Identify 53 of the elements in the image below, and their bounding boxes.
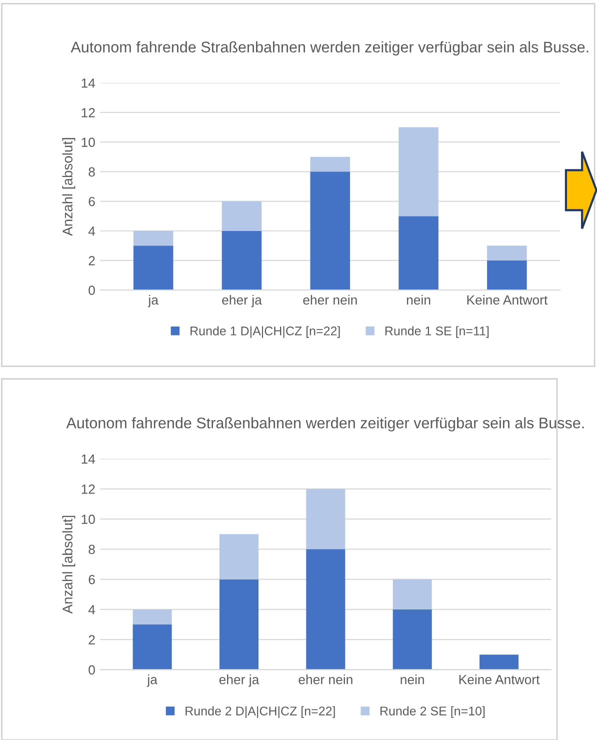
x-tick-label: nein [400, 674, 424, 684]
bar [222, 201, 262, 231]
y-axis-title: Anzahl [absolut] [62, 138, 76, 236]
x-tick-label: nein [406, 294, 430, 305]
y-tick-label: 8 [88, 167, 95, 177]
y-tick-label: 12 [82, 484, 95, 494]
x-tick-label: Keine Antwort [459, 674, 540, 684]
bar [306, 549, 346, 670]
y-tick-label: 6 [88, 574, 95, 584]
y-tick-label: 12 [82, 108, 95, 118]
y-tick-label: 2 [88, 256, 95, 266]
legend-label: Runde 1 D|A|CH|CZ [n=22] [190, 326, 340, 338]
chart-title: Autonom fahrende Straßenbahnen werden zeitiger verfügbar sein als Busse. [66, 417, 584, 432]
bar [480, 654, 519, 670]
bar [132, 624, 172, 670]
bar [306, 488, 346, 550]
bar [310, 172, 350, 290]
y-tick-label: 10 [82, 514, 95, 524]
bar [133, 230, 174, 246]
x-tick-label: ja [148, 294, 158, 308]
x-tick-label: eher nein [298, 674, 352, 684]
y-tick-label: 2 [88, 635, 95, 644]
x-tick-label: ja [146, 674, 158, 687]
bar [487, 260, 527, 290]
y-tick-label: 4 [88, 226, 96, 236]
x-tick-label: Keine Antwort [467, 294, 548, 305]
bar [219, 534, 258, 580]
bar [133, 246, 174, 290]
chart-title: Autonom fahrende Straßenbahnen werden zeitiger verfügbar sein als Busse. [70, 41, 588, 56]
y-tick-label: 8 [88, 544, 95, 554]
legend-label: Runde 1 SE [n=11] [385, 326, 489, 338]
y-tick-label: 0 [88, 286, 95, 295]
y-tick-label: 14 [82, 78, 96, 88]
bar [219, 579, 258, 670]
bar [487, 246, 527, 260]
bar [398, 127, 438, 216]
bar [392, 579, 432, 610]
y-tick-label: 6 [88, 196, 95, 206]
bar [222, 230, 262, 290]
y-axis-title: Anzahl [absolut] [62, 516, 76, 614]
legend-label: Runde 2 SE [n=10] [380, 706, 485, 718]
x-tick-label: eher ja [222, 294, 262, 308]
x-tick-label: eher nein [303, 294, 357, 305]
y-tick-label: 4 [88, 605, 96, 614]
y-tick-label: 14 [82, 454, 96, 464]
y-tick-label: 0 [88, 665, 95, 675]
y-tick-label: 10 [82, 138, 95, 147]
bar [310, 156, 350, 172]
legend-label: Runde 2 D|A|CH|CZ [n=22] [186, 706, 335, 718]
x-tick-label: eher ja [219, 674, 260, 687]
bar [398, 216, 438, 290]
bar [392, 609, 432, 670]
bar [132, 609, 172, 625]
